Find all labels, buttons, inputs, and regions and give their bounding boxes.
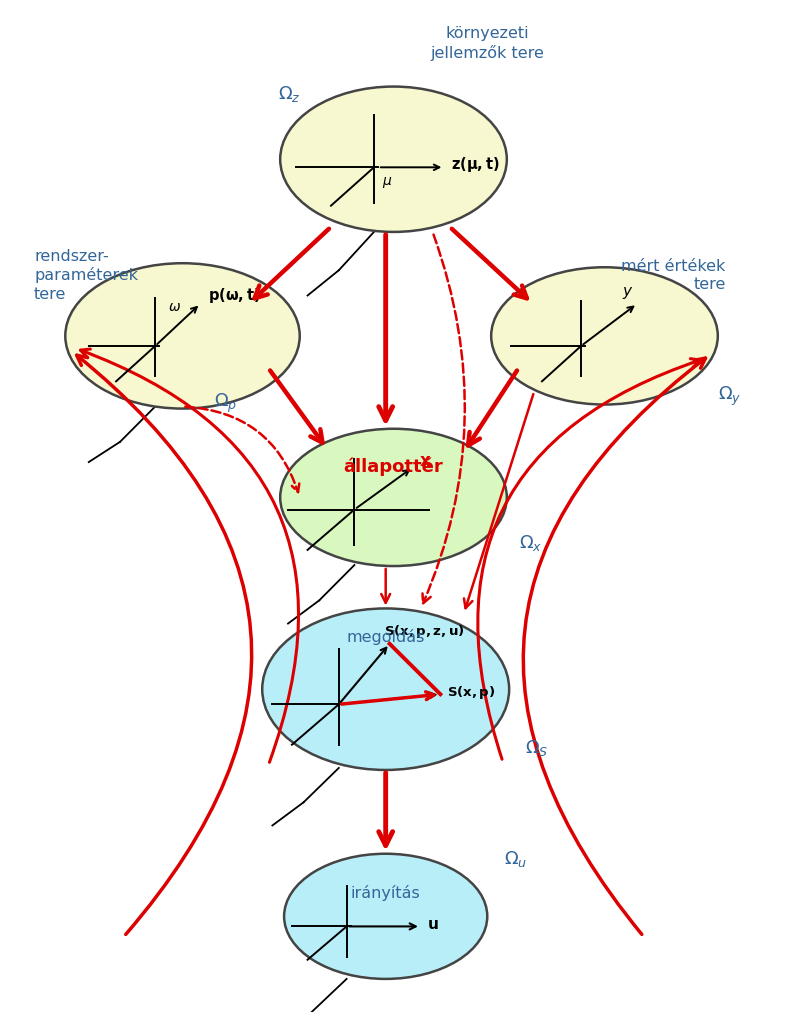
Text: irányítás: irányítás — [351, 885, 420, 901]
Text: $\mathbf{u}$: $\mathbf{u}$ — [427, 917, 438, 932]
Text: $\mathbf{z(\mu,t)}$: $\mathbf{z(\mu,t)}$ — [450, 155, 499, 174]
Text: mért értékek
tere: mért értékek tere — [621, 259, 726, 292]
Text: $\mu$: $\mu$ — [382, 176, 393, 191]
Text: $\mathbf{S(x,p)}$: $\mathbf{S(x,p)}$ — [447, 684, 495, 700]
Ellipse shape — [65, 263, 300, 409]
Text: környezeti
jellemzők tere: környezeti jellemzők tere — [430, 25, 545, 61]
Text: állapottér: állapottér — [344, 458, 443, 476]
Ellipse shape — [280, 428, 507, 566]
Text: $\mathbf{p(\omega, t)}$: $\mathbf{p(\omega, t)}$ — [209, 286, 261, 306]
Text: $\Omega_p$: $\Omega_p$ — [214, 392, 237, 415]
Ellipse shape — [262, 608, 509, 770]
Text: rendszer-
paraméterek
tere: rendszer- paraméterek tere — [34, 249, 138, 302]
Text: $\Omega_y$: $\Omega_y$ — [718, 385, 741, 408]
Ellipse shape — [280, 86, 507, 231]
Text: $\mathbf{S(x,p,z,u)}$: $\mathbf{S(x,p,z,u)}$ — [384, 623, 465, 640]
Text: $\Omega_u$: $\Omega_u$ — [504, 849, 528, 869]
Text: megoldás: megoldás — [346, 628, 425, 645]
Ellipse shape — [284, 854, 487, 978]
Text: $\Omega_z$: $\Omega_z$ — [278, 83, 301, 104]
Text: $\omega$: $\omega$ — [168, 299, 181, 314]
Text: $\mathbf{x}$: $\mathbf{x}$ — [419, 452, 431, 470]
Text: $y$: $y$ — [623, 284, 634, 300]
Ellipse shape — [491, 267, 718, 405]
Text: $\Omega_x$: $\Omega_x$ — [519, 533, 542, 553]
Text: $\Omega_S$: $\Omega_S$ — [525, 738, 549, 758]
